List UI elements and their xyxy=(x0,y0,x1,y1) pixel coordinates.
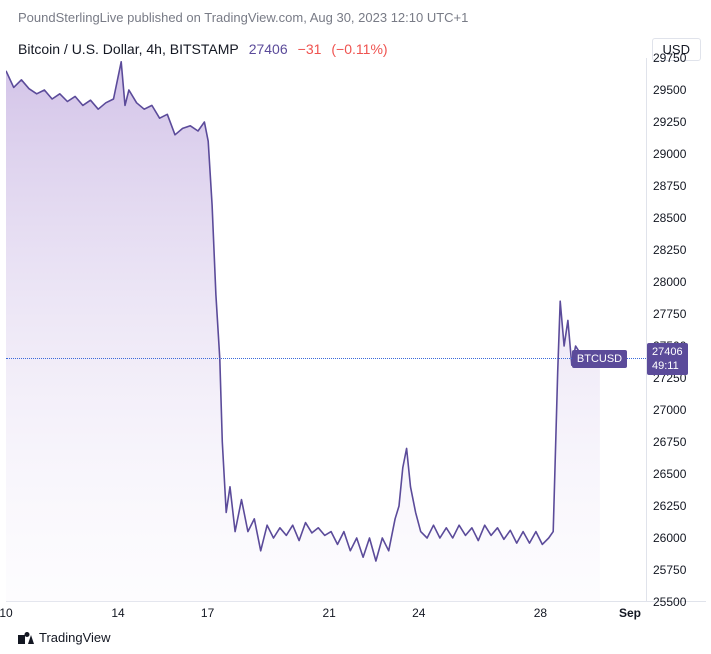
symbol-inline-tag: BTCUSD xyxy=(572,350,627,368)
y-axis[interactable]: 2975029500292502900028750285002825028000… xyxy=(646,58,706,602)
x-axis[interactable]: 101417212428Sep xyxy=(6,602,646,624)
y-tick-label: 26250 xyxy=(653,499,686,513)
x-tick-label: 21 xyxy=(323,606,336,620)
last-price: 27406 xyxy=(249,41,288,57)
x-tick-label: 28 xyxy=(534,606,547,620)
x-tick-label: 24 xyxy=(412,606,425,620)
tradingview-logo[interactable]: TradingView xyxy=(18,630,111,645)
y-tick-label: 29250 xyxy=(653,115,686,129)
attribution-text: PoundSterlingLive published on TradingVi… xyxy=(18,10,468,25)
price-change-abs: −31 xyxy=(298,41,322,57)
y-tick-label: 25500 xyxy=(653,595,686,609)
y-tick-label: 28000 xyxy=(653,275,686,289)
tradingview-logo-text: TradingView xyxy=(39,630,111,645)
current-price-tag-countdown: 49:11 xyxy=(652,359,683,373)
x-tick-label: 10 xyxy=(0,606,13,620)
y-tick-label: 26000 xyxy=(653,531,686,545)
y-tick-label: 26750 xyxy=(653,435,686,449)
y-tick-label: 27000 xyxy=(653,403,686,417)
y-tick-label: 26500 xyxy=(653,467,686,481)
current-price-tag-value: 27406 xyxy=(652,345,683,359)
x-tick-label: 14 xyxy=(111,606,124,620)
tradingview-logo-icon xyxy=(18,632,34,644)
x-tick-label: 17 xyxy=(201,606,214,620)
y-tick-label: 29750 xyxy=(653,51,686,65)
y-tick-label: 28250 xyxy=(653,243,686,257)
y-tick-label: 29500 xyxy=(653,83,686,97)
y-tick-label: 28750 xyxy=(653,179,686,193)
price-change-pct: (−0.11%) xyxy=(331,41,387,57)
symbol-title: Bitcoin / U.S. Dollar, 4h, BITSTAMP xyxy=(18,41,239,57)
x-tick-label: Sep xyxy=(619,606,641,620)
price-chart-svg xyxy=(6,58,646,602)
chart-plot-area[interactable] xyxy=(6,58,646,602)
y-tick-label: 28500 xyxy=(653,211,686,225)
current-price-dotted-line xyxy=(6,358,646,359)
y-tick-label: 29000 xyxy=(653,147,686,161)
symbol-inline-tag-text: BTCUSD xyxy=(577,352,622,366)
y-tick-label: 25750 xyxy=(653,563,686,577)
current-price-tag: 27406 49:11 xyxy=(647,343,688,375)
y-tick-label: 27750 xyxy=(653,307,686,321)
